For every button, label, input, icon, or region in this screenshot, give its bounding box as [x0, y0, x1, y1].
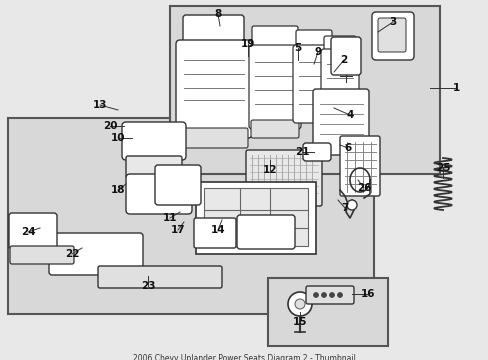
FancyBboxPatch shape — [295, 30, 331, 52]
Circle shape — [321, 292, 326, 297]
FancyBboxPatch shape — [237, 215, 294, 249]
FancyBboxPatch shape — [248, 45, 301, 129]
Text: 14: 14 — [210, 225, 225, 235]
FancyBboxPatch shape — [303, 143, 330, 161]
FancyBboxPatch shape — [250, 120, 298, 138]
Circle shape — [329, 292, 334, 297]
FancyBboxPatch shape — [324, 36, 355, 56]
FancyBboxPatch shape — [98, 266, 222, 288]
Bar — [8, 118, 373, 314]
Text: 15: 15 — [292, 317, 306, 327]
Text: 2: 2 — [340, 55, 347, 65]
FancyBboxPatch shape — [176, 40, 251, 138]
Text: 7: 7 — [341, 203, 348, 213]
FancyBboxPatch shape — [245, 150, 321, 206]
Bar — [203, 188, 307, 246]
Text: 13: 13 — [93, 100, 107, 110]
FancyBboxPatch shape — [320, 49, 358, 115]
FancyBboxPatch shape — [371, 12, 413, 60]
FancyBboxPatch shape — [292, 45, 334, 123]
FancyBboxPatch shape — [126, 174, 192, 214]
Text: 16: 16 — [360, 289, 374, 299]
FancyBboxPatch shape — [122, 122, 185, 160]
FancyBboxPatch shape — [180, 128, 247, 148]
Circle shape — [287, 292, 311, 316]
Bar — [170, 6, 439, 174]
FancyBboxPatch shape — [194, 218, 236, 248]
Circle shape — [294, 299, 305, 309]
Bar — [267, 278, 387, 346]
FancyBboxPatch shape — [377, 18, 405, 52]
FancyBboxPatch shape — [305, 286, 353, 304]
FancyBboxPatch shape — [330, 37, 360, 75]
Circle shape — [313, 292, 318, 297]
Text: 3: 3 — [388, 17, 396, 27]
Text: 19: 19 — [240, 39, 255, 49]
FancyBboxPatch shape — [339, 136, 379, 196]
FancyBboxPatch shape — [312, 89, 368, 155]
FancyBboxPatch shape — [49, 233, 142, 275]
Circle shape — [337, 292, 342, 297]
Text: 22: 22 — [64, 249, 79, 259]
Text: 5: 5 — [294, 43, 301, 53]
Text: 6: 6 — [344, 143, 351, 153]
Text: 20: 20 — [102, 121, 117, 131]
Text: 23: 23 — [141, 281, 155, 291]
Text: 10: 10 — [110, 133, 125, 143]
FancyBboxPatch shape — [9, 213, 57, 249]
FancyBboxPatch shape — [10, 246, 74, 264]
Text: 9: 9 — [314, 47, 321, 57]
Text: 2006 Chevy Uplander Power Seats Diagram 2 - Thumbnail: 2006 Chevy Uplander Power Seats Diagram … — [133, 354, 355, 360]
Text: 26: 26 — [356, 183, 370, 193]
Text: 11: 11 — [163, 213, 177, 223]
Text: 21: 21 — [294, 147, 308, 157]
Text: 24: 24 — [20, 227, 35, 237]
FancyBboxPatch shape — [155, 165, 201, 205]
FancyBboxPatch shape — [251, 26, 297, 52]
Text: 25: 25 — [435, 163, 449, 173]
FancyBboxPatch shape — [126, 156, 182, 178]
Circle shape — [346, 200, 356, 210]
FancyBboxPatch shape — [183, 15, 244, 49]
Text: 17: 17 — [170, 225, 185, 235]
Text: 1: 1 — [451, 83, 459, 93]
Text: 18: 18 — [110, 185, 125, 195]
Text: 8: 8 — [214, 9, 221, 19]
Text: 12: 12 — [262, 165, 277, 175]
Text: 4: 4 — [346, 110, 353, 120]
Bar — [196, 182, 315, 254]
